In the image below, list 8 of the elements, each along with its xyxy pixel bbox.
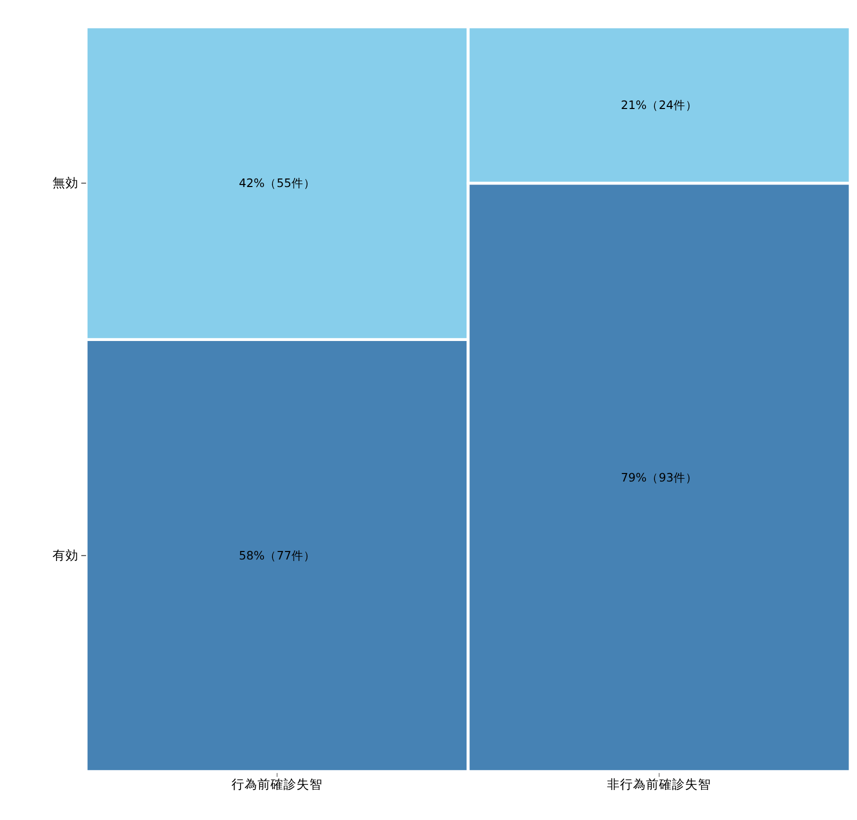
data-label: 21%（24件） — [620, 98, 698, 112]
x-tick-label: 非行為前確診失智 — [607, 776, 712, 792]
series-label: 無効 — [52, 175, 78, 190]
data-label: 79%（93件） — [620, 470, 698, 484]
x-tick-label: 行為前確診失智 — [232, 776, 323, 792]
data-label: 58%（77件） — [238, 548, 316, 562]
series-label: 有効 — [52, 547, 78, 562]
data-label: 42%（55件） — [238, 176, 316, 190]
